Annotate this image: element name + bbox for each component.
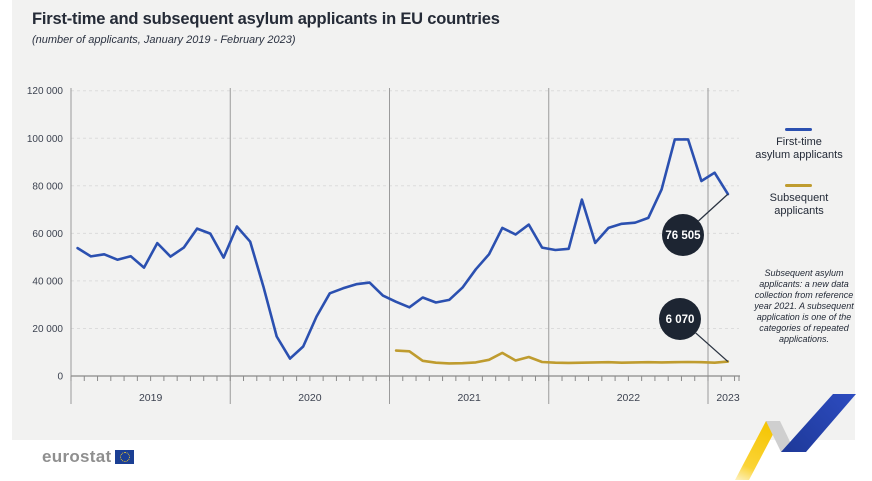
legend-label-line: applicants: [774, 205, 824, 217]
svg-text:6 070: 6 070: [666, 314, 695, 326]
svg-text:2023: 2023: [716, 392, 740, 404]
svg-text:20 000: 20 000: [32, 324, 63, 335]
svg-text:76 505: 76 505: [665, 230, 701, 242]
chart-title: First-time and subsequent asylum applica…: [32, 10, 500, 28]
subsequent-definition-note: Subsequent asylum applicants: a new data…: [754, 268, 854, 344]
svg-text:2022: 2022: [617, 392, 641, 404]
svg-text:2020: 2020: [298, 392, 322, 404]
legend-label-line: First-time: [776, 136, 822, 148]
svg-text:120 000: 120 000: [27, 86, 64, 97]
legend-label-line: Subsequent: [769, 192, 829, 204]
svg-text:2019: 2019: [139, 392, 163, 404]
eurostat-logo: eurostat: [42, 447, 135, 467]
svg-text:80 000: 80 000: [32, 181, 63, 192]
svg-text:40 000: 40 000: [32, 276, 63, 287]
legend-label-subsequent: Subsequent applicants: [744, 192, 854, 218]
legend-label-first-time: First-time asylum applicants: [744, 136, 854, 162]
legend-swatch-first-time: [785, 128, 812, 131]
legend-swatch-subsequent: [785, 184, 812, 187]
legend-label-line: asylum applicants: [755, 149, 843, 161]
eu-flag-icon: [115, 450, 135, 464]
svg-text:2021: 2021: [457, 392, 481, 404]
svg-text:60 000: 60 000: [32, 229, 63, 240]
svg-text:100 000: 100 000: [27, 134, 64, 145]
svg-text:0: 0: [57, 372, 63, 383]
eurostat-logo-text: eurostat: [42, 447, 112, 466]
chart-panel: [12, 0, 855, 440]
chart-subtitle: (number of applicants, January 2019 - Fe…: [32, 34, 296, 46]
